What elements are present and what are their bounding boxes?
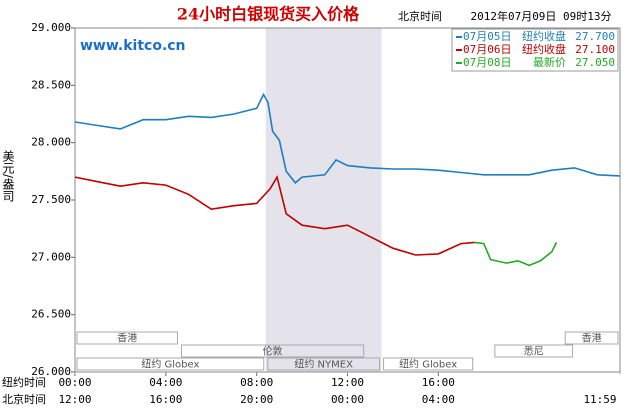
y-tick-label: 27.000 xyxy=(31,250,71,263)
session-box xyxy=(494,344,574,358)
legend-box xyxy=(451,28,619,72)
y-axis-label: 美元/盎司 xyxy=(1,150,15,202)
time-zone: 北京时间 xyxy=(398,9,442,23)
x-row-label: 纽约时间 xyxy=(2,375,46,389)
chart-title: 24小时白银现货买入价格 xyxy=(177,5,360,24)
session-box xyxy=(564,331,619,345)
legend-value: 27.050 xyxy=(575,56,615,69)
y-tick-label: 27.500 xyxy=(31,193,71,206)
x-tick-label: 16:00 xyxy=(422,376,455,389)
y-tick-label: 29.000 xyxy=(31,21,71,34)
legend-label: 07月05日 xyxy=(463,30,512,43)
x-tick-label: 11:59 xyxy=(583,393,616,406)
session-label: 香港 xyxy=(582,333,602,345)
source: www.kitco.cn xyxy=(80,38,186,54)
x-tick-label: 04:00 xyxy=(422,393,455,406)
legend-value: 27.100 xyxy=(575,43,615,56)
session-label: 香港 xyxy=(117,333,137,345)
legend-note: 纽约收盘 xyxy=(522,29,566,43)
y-tick-label: 26.000 xyxy=(31,365,71,378)
x-tick-label: 16:00 xyxy=(149,393,182,406)
series-line xyxy=(74,175,475,256)
y-tick-label: 28.500 xyxy=(31,78,71,91)
series-line xyxy=(474,241,558,267)
x-tick-label: 00:00 xyxy=(58,376,91,389)
x-tick-label: 08:00 xyxy=(240,376,273,389)
y-tick-label: 26.500 xyxy=(31,308,71,321)
legend-note: 最新价 xyxy=(533,55,566,69)
x-row-label: 北京时间 xyxy=(2,392,46,406)
session-box xyxy=(180,344,365,358)
x-tick-label: 00:00 xyxy=(331,393,364,406)
x-tick-label: 20:00 xyxy=(240,393,273,406)
session-label: 悉尼 xyxy=(524,346,544,358)
legend-note: 纽约收盘 xyxy=(522,42,566,56)
session-label: 伦敦 xyxy=(263,345,283,358)
y-tick-label: 28.000 xyxy=(31,136,71,149)
series-line xyxy=(74,92,621,184)
session-box xyxy=(267,357,381,371)
legend-value: 27.700 xyxy=(575,30,615,43)
timestamp: 2012年07月09日 09时13分 xyxy=(470,9,611,23)
session-label: 纽约 Globex xyxy=(141,358,199,371)
session-box xyxy=(76,357,265,371)
legend-label: 07月06日 xyxy=(463,43,512,56)
shaded-region xyxy=(265,28,382,372)
session-label: 纽约 Globex xyxy=(399,358,457,371)
x-tick-label: 12:00 xyxy=(331,376,364,389)
legend-label: 07月08日 xyxy=(463,56,512,69)
session-box xyxy=(383,357,474,371)
session-label: 纽约 NYMEX xyxy=(294,358,353,371)
x-tick-label: 12:00 xyxy=(58,393,91,406)
session-box xyxy=(76,331,178,345)
x-tick-label: 04:00 xyxy=(149,376,182,389)
